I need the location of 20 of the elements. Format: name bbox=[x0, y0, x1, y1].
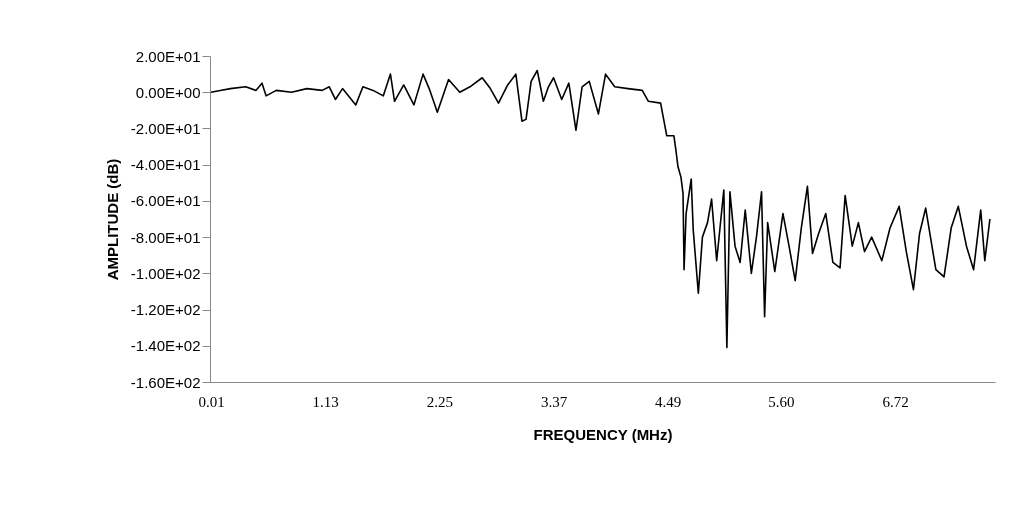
y-tick-label: -4.00E+01 bbox=[130, 156, 201, 174]
x-tick-label: 4.49 bbox=[655, 393, 682, 410]
x-tick-label: 1.13 bbox=[312, 393, 339, 410]
y-tick-label: -8.00E+01 bbox=[130, 228, 201, 246]
x-tick-label: 2.25 bbox=[426, 393, 454, 410]
y-tick-label: 2.00E+01 bbox=[135, 47, 201, 65]
y-tick-label: -6.00E+01 bbox=[130, 192, 201, 210]
x-tick-label: 0.01 bbox=[198, 393, 225, 410]
y-axis-title: AMPLITUDE (dB) bbox=[103, 158, 121, 281]
y-tick-label: -1.20E+02 bbox=[130, 301, 201, 319]
line-series bbox=[210, 69, 991, 349]
y-tick-label: -1.00E+02 bbox=[130, 264, 201, 282]
y-tick-label: 0.00E+00 bbox=[135, 83, 201, 101]
y-tick-label: -1.40E+02 bbox=[130, 337, 201, 355]
x-tick-label: 5.60 bbox=[768, 393, 795, 410]
x-tick-label: 6.72 bbox=[882, 393, 909, 410]
y-tick-label: -1.60E+02 bbox=[130, 373, 201, 391]
y-tick-label: -2.00E+01 bbox=[130, 119, 201, 137]
x-tick-label: 3.37 bbox=[540, 393, 568, 410]
x-axis-title: FREQUENCY (MHz) bbox=[533, 425, 673, 443]
